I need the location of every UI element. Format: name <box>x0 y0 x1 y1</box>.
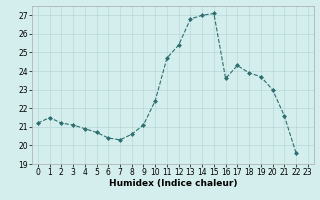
X-axis label: Humidex (Indice chaleur): Humidex (Indice chaleur) <box>108 179 237 188</box>
